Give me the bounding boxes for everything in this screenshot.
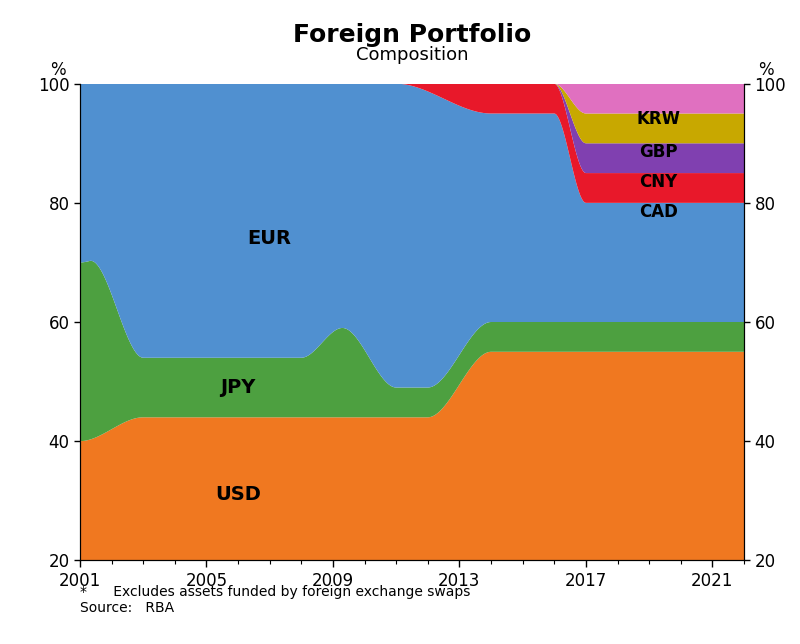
Text: *      Excludes assets funded by foreign exchange swaps: * Excludes assets funded by foreign exch… (80, 585, 470, 599)
Text: Composition: Composition (356, 46, 468, 64)
Text: Source:   RBA: Source: RBA (80, 601, 174, 615)
Text: CNY: CNY (639, 173, 678, 191)
Text: %: % (50, 61, 66, 79)
Text: USD: USD (215, 485, 261, 504)
Text: KRW: KRW (637, 111, 681, 128)
Text: Foreign Portfolio: Foreign Portfolio (293, 23, 531, 48)
Text: %: % (758, 61, 774, 79)
Text: GBP: GBP (639, 143, 678, 161)
Text: EUR: EUR (248, 229, 292, 248)
Text: CAD: CAD (639, 203, 678, 221)
Text: JPY: JPY (221, 378, 256, 397)
